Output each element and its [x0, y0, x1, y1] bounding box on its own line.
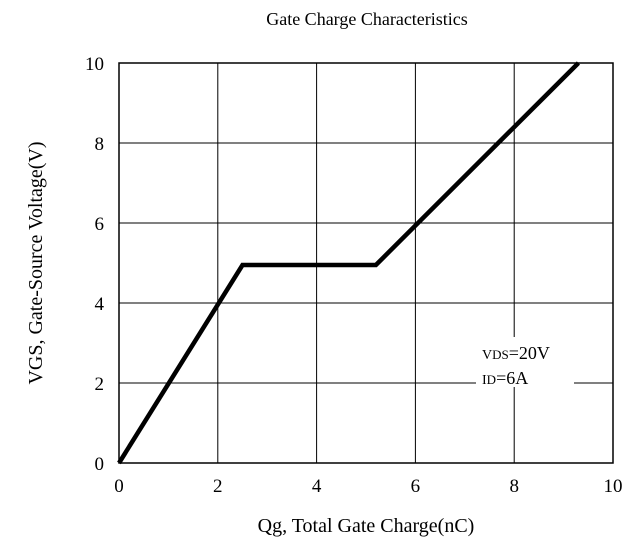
plot-frame	[118, 62, 614, 464]
y-axis-label: VGS, Gate-Source Voltage(V)	[25, 141, 47, 384]
y-tick-label-4: 8	[95, 134, 105, 155]
x-ticks: 0 2 4 6 8 10	[114, 476, 622, 497]
y-tick-label-3: 6	[95, 214, 105, 235]
y-tick-label-1: 2	[95, 374, 105, 395]
x-tick-label-1: 2	[213, 476, 223, 497]
x-axis-label: Qg, Total Gate Charge(nC)	[258, 515, 475, 537]
y-ticks: 0 2 4 6 8 10	[85, 54, 105, 475]
annotation-id: ID=6A	[482, 368, 528, 388]
y-tick-label-0: 0	[95, 454, 105, 475]
annotation-background	[476, 337, 574, 387]
y-tick-label-5: 10	[85, 54, 104, 75]
x-tick-label-0: 0	[114, 476, 124, 497]
chart-title: Gate Charge Characteristics	[266, 9, 468, 29]
x-tick-label-5: 10	[604, 476, 623, 497]
y-tick-label-2: 4	[95, 294, 105, 315]
x-tick-label-2: 4	[312, 476, 322, 497]
x-tick-label-4: 8	[509, 476, 519, 497]
annotation-vds: VDS=20V	[482, 343, 550, 363]
x-tick-label-3: 6	[411, 476, 421, 497]
vgs-curve	[117, 61, 581, 465]
